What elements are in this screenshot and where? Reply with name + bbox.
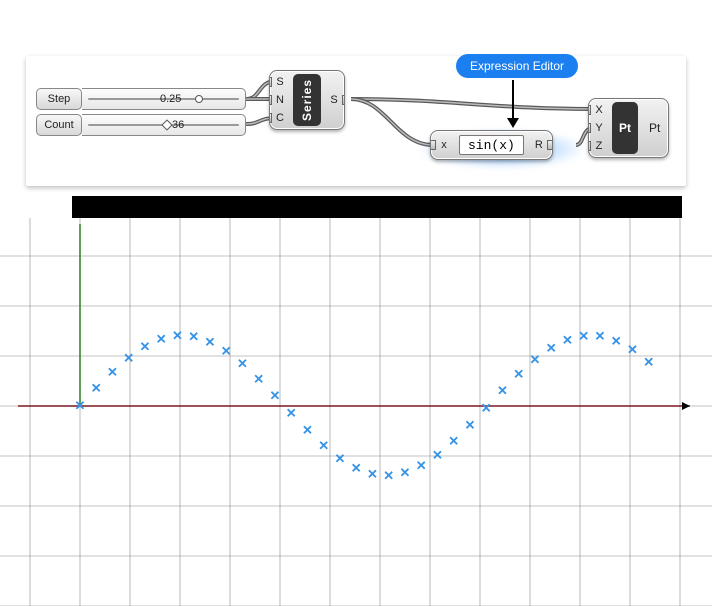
series-in-S[interactable]: S bbox=[273, 73, 287, 91]
slider-count[interactable]: Count 36 bbox=[36, 114, 246, 136]
plot-point: ✕ bbox=[530, 352, 541, 367]
slider-block: Step 0.25 Count 36 bbox=[36, 88, 246, 140]
plot-point: ✕ bbox=[172, 328, 183, 343]
series-core: Series bbox=[293, 74, 321, 126]
plot-point: ✕ bbox=[107, 364, 118, 379]
expression-editor-callout: Expression Editor bbox=[456, 54, 578, 78]
plot-point: ✕ bbox=[237, 356, 248, 371]
slider-step-handle[interactable] bbox=[195, 95, 203, 103]
point-in-Z[interactable]: Z bbox=[592, 137, 606, 155]
plot-point: ✕ bbox=[221, 344, 232, 359]
point-out-Pt[interactable]: Pt bbox=[641, 99, 668, 157]
viewport-plot: ✕ ✕ ✕ ✕ ✕ ✕ ✕ ✕ ✕ ✕ ✕ ✕ ✕ ✕ ✕ ✕ ✕ ✕ ✕ ✕ ✕ ✕ ✕ ✕ ✕ ✕ ✕ ✕ ✕ ✕ ✕ ✕ ✕ ✕ ✕ ✕ bbox=[0, 196, 712, 606]
plot-point: ✕ bbox=[335, 451, 346, 466]
expression-output-col: R bbox=[526, 131, 552, 159]
plot-point: ✕ bbox=[367, 466, 378, 481]
node-graph-panel: Step 0.25 Count 36 S N C Series S bbox=[26, 56, 686, 186]
plot-point: ✕ bbox=[156, 332, 167, 347]
series-node[interactable]: S N C Series S bbox=[269, 70, 345, 130]
series-in-C[interactable]: C bbox=[273, 109, 287, 127]
slider-count-track[interactable]: 36 bbox=[82, 114, 246, 136]
plot-point: ✕ bbox=[302, 423, 313, 438]
series-inputs: S N C bbox=[270, 71, 290, 129]
slider-step-label: Step bbox=[36, 88, 82, 110]
point-in-Y[interactable]: Y bbox=[592, 119, 606, 137]
plot-point: ✕ bbox=[448, 434, 459, 449]
expression-formula[interactable]: sin(x) bbox=[459, 135, 524, 155]
slider-count-handle[interactable] bbox=[161, 119, 172, 130]
expression-node[interactable]: x sin(x) R bbox=[430, 130, 553, 160]
plot-point: ✕ bbox=[383, 468, 394, 483]
callout-arrow-icon bbox=[506, 80, 526, 130]
plot-point: ✕ bbox=[253, 371, 264, 386]
plot-point: ✕ bbox=[513, 367, 524, 382]
plot-point: ✕ bbox=[627, 342, 638, 357]
plot-point: ✕ bbox=[465, 418, 476, 433]
plot-point: ✕ bbox=[546, 340, 557, 355]
slider-step-track[interactable]: 0.25 bbox=[82, 88, 246, 110]
slider-count-value: 36 bbox=[172, 119, 184, 131]
slider-step-value: 0.25 bbox=[160, 93, 181, 105]
plot-point: ✕ bbox=[351, 461, 362, 476]
slider-count-label: Count bbox=[36, 114, 82, 136]
slider-step[interactable]: Step 0.25 bbox=[36, 88, 246, 110]
expression-in-x[interactable]: x bbox=[437, 136, 451, 154]
plot-point: ✕ bbox=[123, 350, 134, 365]
plot-point: ✕ bbox=[286, 406, 297, 421]
plot-point: ✕ bbox=[270, 388, 281, 403]
plot-point: ✕ bbox=[562, 332, 573, 347]
plot-point: ✕ bbox=[416, 458, 427, 473]
expression-input-col: x bbox=[431, 131, 457, 159]
viewport-top-bar bbox=[72, 196, 682, 218]
plot-point: ✕ bbox=[400, 465, 411, 480]
point-core: Pt bbox=[612, 102, 638, 154]
plot-point: ✕ bbox=[91, 381, 102, 396]
point-inputs: X Y Z bbox=[589, 99, 609, 157]
plot-point: ✕ bbox=[432, 447, 443, 462]
plot-point: ✕ bbox=[643, 354, 654, 369]
point-node[interactable]: X Y Z Pt Pt bbox=[588, 98, 669, 158]
plot-point: ✕ bbox=[140, 339, 151, 354]
plot-point: ✕ bbox=[481, 400, 492, 415]
plot-point: ✕ bbox=[205, 334, 216, 349]
plot-point: ✕ bbox=[578, 328, 589, 343]
plot-point: ✕ bbox=[497, 383, 508, 398]
series-in-N[interactable]: N bbox=[273, 91, 287, 109]
plot-point: ✕ bbox=[595, 329, 606, 344]
plot-point: ✕ bbox=[188, 329, 199, 344]
expression-out-R[interactable]: R bbox=[532, 136, 546, 154]
series-outputs: S bbox=[324, 71, 344, 129]
plot-point: ✕ bbox=[318, 438, 329, 453]
series-out-S[interactable]: S bbox=[327, 91, 341, 109]
point-in-X[interactable]: X bbox=[592, 101, 606, 119]
plot-point: ✕ bbox=[611, 333, 622, 348]
rhino-viewport[interactable]: ✕ ✕ ✕ ✕ ✕ ✕ ✕ ✕ ✕ ✕ ✕ ✕ ✕ ✕ ✕ ✕ ✕ ✕ ✕ ✕ ✕ ✕ ✕ ✕ ✕ ✕ ✕ ✕ ✕ ✕ ✕ ✕ ✕ ✕ ✕ ✕ bbox=[0, 196, 712, 606]
plot-point: ✕ bbox=[75, 398, 86, 413]
